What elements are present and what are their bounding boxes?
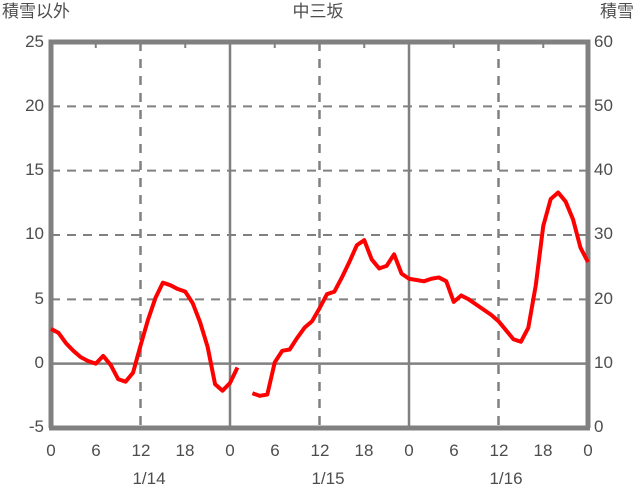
- x-axis-tick-12-d3: 12: [489, 441, 509, 460]
- left-axis-title: 積雪以外: [2, 2, 70, 21]
- left-axis-tick-neg5: -5: [28, 417, 44, 436]
- left-axis-tick-0: 0: [34, 353, 44, 372]
- left-axis-tick-5: 5: [34, 289, 44, 308]
- right-axis-tick-10: 10: [594, 353, 613, 372]
- right-axis-tick-40: 40: [594, 160, 613, 179]
- left-axis-tick-20: 20: [25, 96, 44, 115]
- right-axis-tick-20: 20: [594, 289, 613, 308]
- series-line-0: [50, 190, 590, 398]
- chart-title: 中三坂: [292, 2, 344, 21]
- left-axis-tick-10: 10: [25, 224, 44, 243]
- x-axis-tick-12-d1: 12: [131, 441, 151, 460]
- right-axis-tick-30: 30: [594, 224, 613, 243]
- day-label-1: 1/14: [132, 469, 166, 488]
- x-axis-tick-0-d3: 0: [404, 441, 414, 460]
- day-label-2: 1/15: [311, 469, 345, 488]
- left-axis-tick-25: 25: [25, 32, 44, 51]
- grid-layer: [51, 42, 588, 428]
- right-axis-tick-50: 50: [594, 96, 613, 115]
- right-axis-title: 積雪: [600, 2, 634, 21]
- day-label-3: 1/16: [489, 469, 523, 488]
- x-axis-tick-18-d2: 18: [354, 441, 374, 460]
- x-axis-tick-12-d2: 12: [310, 441, 330, 460]
- x-axis-tick-0-end: 0: [583, 441, 593, 460]
- right-axis-tick-0: 0: [594, 417, 604, 436]
- right-axis-tick-60: 60: [594, 32, 613, 51]
- x-axis-tick-6-d2: 6: [270, 441, 280, 460]
- x-axis-tick-18-d3: 18: [533, 441, 553, 460]
- x-axis-tick-18-d1: 18: [175, 441, 195, 460]
- x-axis-tick-0-d2: 0: [225, 441, 235, 460]
- x-axis-tick-6-d3: 6: [449, 441, 459, 460]
- series-layer: [50, 190, 590, 398]
- x-axis-tick-6-d1: 6: [91, 441, 101, 460]
- left-axis-tick-15: 15: [25, 160, 44, 179]
- axis-frame: [48, 39, 591, 431]
- x-axis-tick-0-d1: 0: [46, 441, 56, 460]
